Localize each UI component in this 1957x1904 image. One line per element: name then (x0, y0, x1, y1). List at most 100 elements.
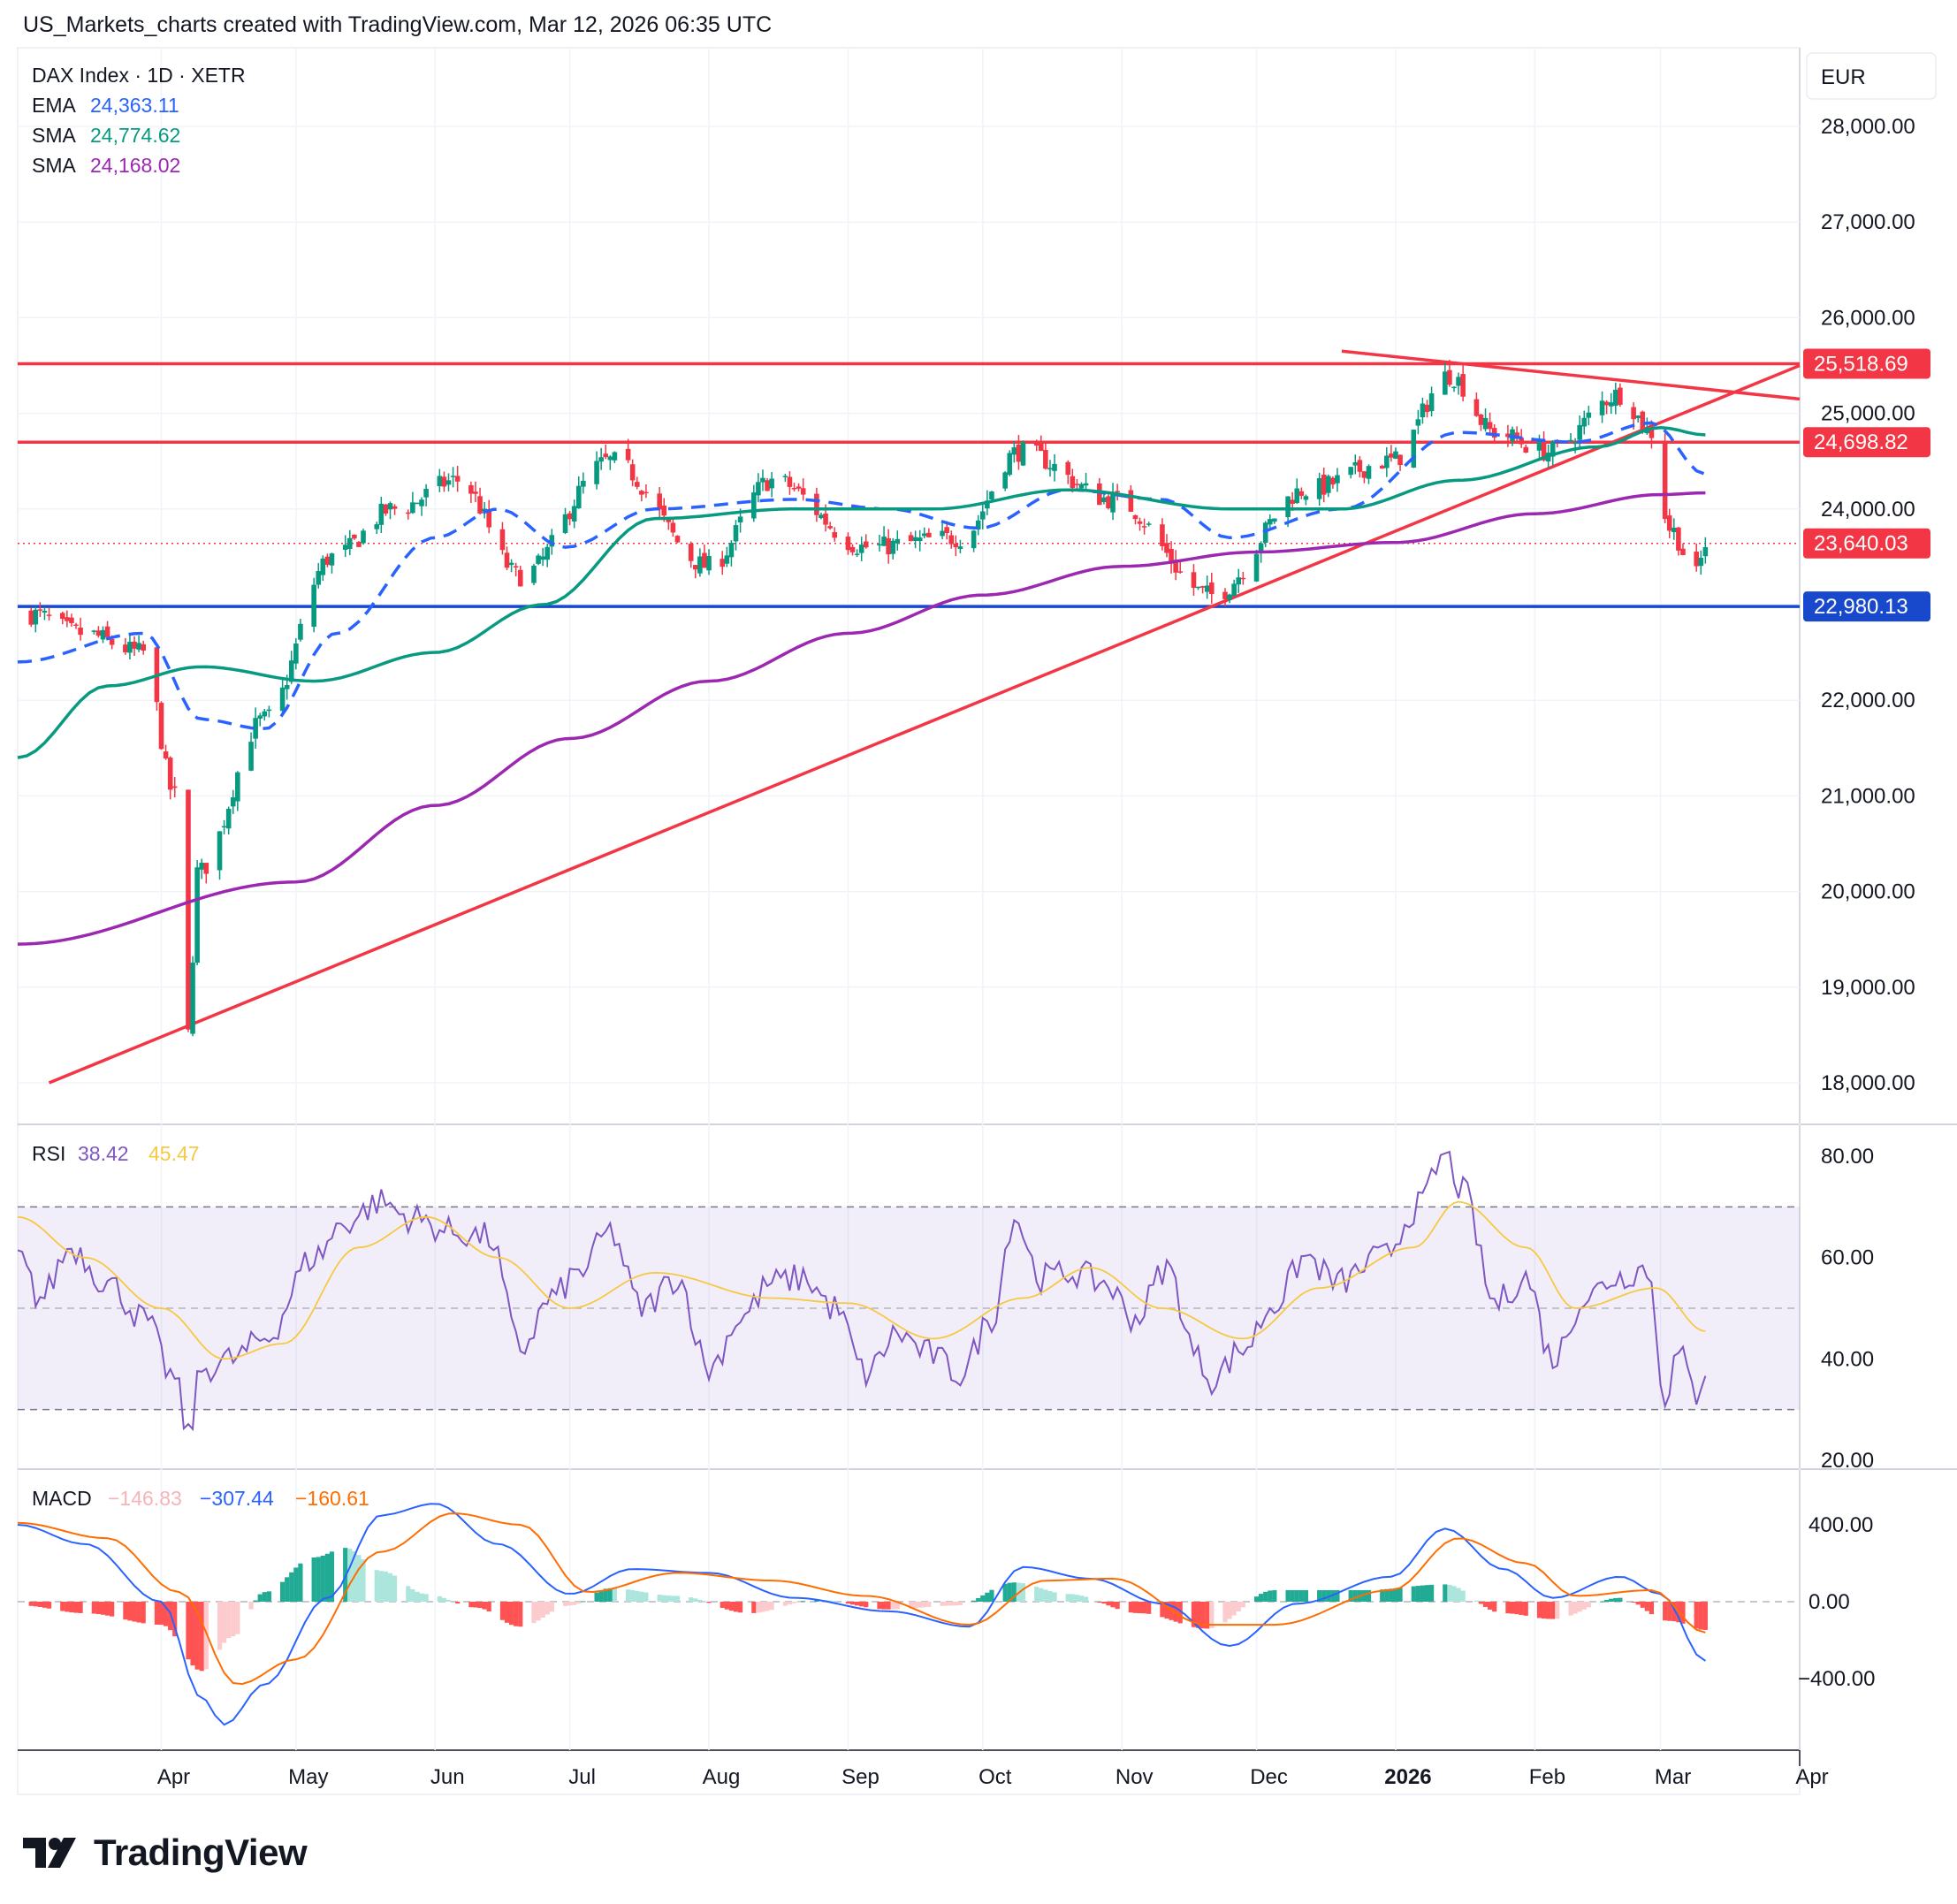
candle-body (1007, 453, 1013, 476)
candle-body (1424, 404, 1430, 413)
candle-body (37, 609, 43, 611)
macd-histogram-bar (657, 1595, 662, 1602)
candle-body (1070, 476, 1076, 489)
macd-histogram-bar (163, 1602, 169, 1626)
macd-histogram-bar (1052, 1592, 1057, 1602)
macd-histogram-bar (190, 1602, 195, 1666)
candle-body (1204, 585, 1210, 592)
macd-histogram-bar (1555, 1602, 1560, 1619)
macd-histogram-bar (801, 1601, 806, 1603)
candle-body (1047, 468, 1053, 470)
candle-body (132, 641, 137, 649)
candle-body (1482, 417, 1489, 430)
macd-histogram-bar (544, 1602, 550, 1615)
macd-histogram-bar (957, 1602, 963, 1605)
pane-frames (17, 47, 1957, 1795)
candle-body (1106, 496, 1111, 508)
time-tick-label: Apr (1795, 1765, 1828, 1789)
macd-histogram-bar (329, 1551, 335, 1602)
currency-box[interactable]: EUR (1806, 52, 1937, 100)
candle-body (769, 478, 774, 489)
macd-signal-value: −160.61 (295, 1487, 369, 1510)
candle-body (1348, 467, 1353, 476)
macd-histogram-bar (374, 1570, 379, 1602)
macd-histogram-bar (1482, 1602, 1489, 1608)
macd-histogram-bar (1097, 1602, 1102, 1603)
candle-body (1599, 400, 1605, 415)
candle-body (378, 503, 385, 525)
candle-body (1173, 560, 1178, 573)
macd-histogram-bar (1640, 1602, 1645, 1608)
rsi-value: 38.42 (78, 1142, 129, 1165)
tradingview-logo[interactable]: TradingView (21, 1832, 308, 1874)
trendline (1341, 349, 1801, 401)
macd-histogram-bar (1447, 1584, 1452, 1602)
macd-histogram-bar (782, 1602, 788, 1606)
candle-body (1680, 548, 1686, 555)
candle-body (908, 535, 914, 542)
macd-histogram-bar (199, 1602, 204, 1672)
price-tick-label: 25,000.00 (1821, 402, 1915, 426)
macd-histogram-bar (361, 1559, 366, 1602)
macd-histogram-bar (720, 1602, 725, 1609)
candle-body (823, 514, 828, 525)
candle-body (890, 540, 896, 554)
candle-body (499, 529, 506, 551)
price-tag (1803, 591, 1930, 622)
sma-short-line (17, 426, 1706, 759)
macd-histogram-bar (231, 1602, 236, 1637)
macd-histogram-bar (100, 1602, 106, 1615)
macd-histogram-bar (1680, 1602, 1686, 1624)
macd-histogram-bar (756, 1602, 761, 1613)
macd-histogram-bar (540, 1602, 545, 1618)
macd-histogram-bar (235, 1602, 240, 1634)
time-tick-label: Oct (979, 1765, 1012, 1789)
candle-body (167, 758, 173, 790)
macd-value: −307.44 (200, 1487, 274, 1510)
macd-histogram-bar (415, 1591, 420, 1602)
macd-histogram-bar (110, 1602, 115, 1617)
macd-histogram-bar (827, 1600, 833, 1602)
candle-body (849, 546, 856, 552)
candle-body (508, 562, 514, 566)
macd-histogram-bar (168, 1602, 173, 1631)
candle-body (171, 786, 178, 788)
macd-histogram-bar (697, 1599, 703, 1602)
candle-body (1222, 591, 1228, 599)
candle-body (1227, 594, 1232, 600)
macd-histogram-bar (1478, 1602, 1484, 1604)
candle-body (42, 611, 48, 613)
macd-histogram-bar (266, 1591, 271, 1602)
candle-body (454, 476, 461, 482)
rsi-band (18, 1206, 1800, 1603)
candle-body (1052, 463, 1057, 471)
candle-body (629, 464, 636, 481)
macd-histogram-bar (136, 1602, 141, 1623)
macd-histogram-bar (1070, 1594, 1075, 1602)
macd-histogram-bar (423, 1594, 429, 1602)
candle-body (235, 772, 240, 802)
macd-histogram-bar (728, 1602, 735, 1611)
candle-body (886, 537, 891, 555)
macd-histogram-bar (445, 1599, 452, 1602)
candle-body (374, 524, 380, 529)
candle-body (1267, 519, 1273, 525)
macd-histogram-bar (1011, 1582, 1017, 1602)
candle-body (1662, 442, 1668, 520)
candle-body (329, 553, 335, 566)
macd-histogram-bar (1397, 1588, 1403, 1602)
macd-histogram-bar (1352, 1589, 1358, 1602)
macd-histogram-bar (607, 1588, 613, 1602)
candle-body (1393, 451, 1398, 459)
candle-body (383, 504, 389, 514)
candle-body (1676, 527, 1681, 551)
macd-histogram-bar (1667, 1602, 1672, 1621)
macd-histogram-bar (419, 1593, 424, 1602)
candle-body (975, 520, 981, 530)
macd-histogram-bar (940, 1602, 945, 1606)
candle-body (1510, 429, 1515, 441)
macd-histogram-bar (581, 1601, 586, 1603)
macd-histogram-bar (572, 1602, 577, 1605)
price-tick-label: 26,000.00 (1821, 306, 1915, 330)
